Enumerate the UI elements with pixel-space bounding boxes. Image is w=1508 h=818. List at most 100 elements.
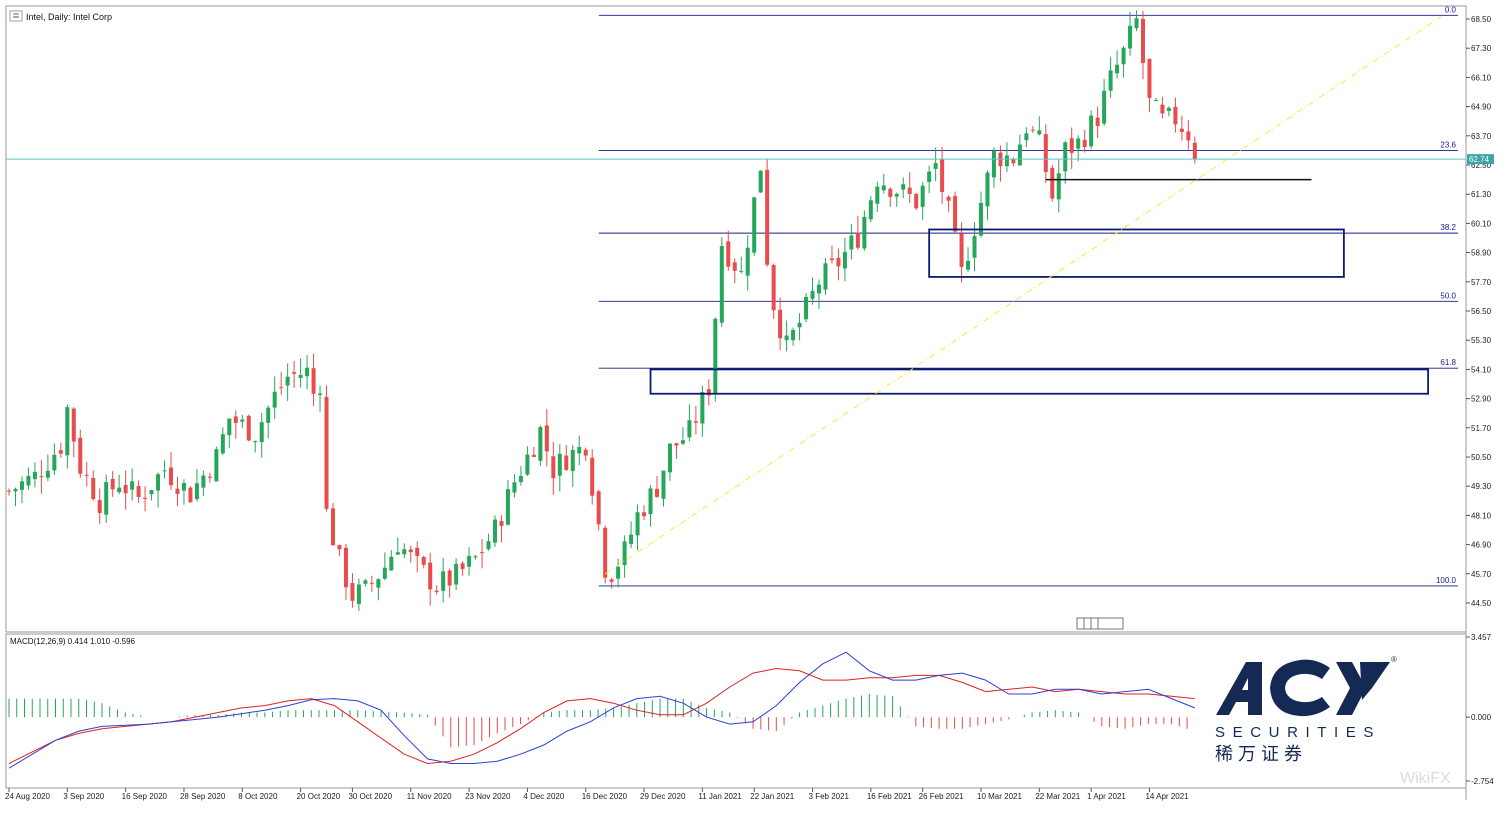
logo-registered-mark: ® bbox=[1391, 655, 1397, 664]
candle bbox=[363, 578, 368, 587]
candle-body bbox=[972, 236, 977, 258]
candle-body bbox=[395, 552, 400, 555]
candle-body bbox=[765, 169, 770, 265]
candle-body bbox=[726, 241, 731, 267]
candle bbox=[233, 410, 238, 439]
candle-body bbox=[836, 257, 841, 267]
candle bbox=[58, 442, 63, 458]
macd-line bbox=[8, 651, 1195, 769]
date-tick-label: 3 Sep 2020 bbox=[63, 792, 104, 801]
candle bbox=[428, 552, 433, 606]
candle-body bbox=[700, 392, 705, 424]
candle-body bbox=[1102, 90, 1107, 124]
candle-body bbox=[499, 520, 504, 526]
candle-body bbox=[622, 541, 627, 566]
candle-body bbox=[635, 512, 640, 536]
candle-body bbox=[220, 434, 225, 454]
macd-axis: 3.457 0.000 -2.754 bbox=[1466, 633, 1494, 786]
candle-body bbox=[39, 476, 44, 478]
candle-body bbox=[480, 552, 485, 554]
candle bbox=[1011, 157, 1016, 167]
candle-body bbox=[810, 291, 815, 299]
candle bbox=[655, 475, 659, 498]
candle-body bbox=[169, 467, 173, 486]
date-tick-label: 11 Nov 2020 bbox=[407, 792, 452, 801]
candle bbox=[1115, 50, 1120, 79]
trendline[interactable] bbox=[604, 16, 1442, 575]
candle-body bbox=[719, 246, 724, 323]
candle-body bbox=[1024, 133, 1029, 141]
candle bbox=[1056, 159, 1061, 213]
price-tick-label: 44.50 bbox=[1471, 599, 1492, 608]
chart-type-icon[interactable] bbox=[9, 10, 23, 22]
candle bbox=[201, 470, 206, 497]
candle bbox=[940, 146, 945, 205]
logo-letter-a bbox=[1216, 662, 1262, 715]
candle-body bbox=[875, 186, 880, 204]
candle-body bbox=[907, 187, 912, 194]
supply-demand-zone[interactable] bbox=[928, 228, 1345, 278]
candle bbox=[1141, 10, 1145, 80]
candle-body bbox=[434, 590, 439, 593]
candle-body bbox=[408, 549, 413, 553]
fibonacci-retracement[interactable]: 0.0 23.6 38.2 50.0 61.8 100.0 bbox=[598, 5, 1458, 587]
candle bbox=[1108, 56, 1113, 98]
candle-body bbox=[544, 425, 549, 452]
candle bbox=[441, 557, 446, 603]
candle-body bbox=[991, 150, 996, 178]
candle bbox=[518, 466, 523, 486]
candle-body bbox=[32, 471, 37, 480]
candle bbox=[616, 558, 621, 588]
candle-body bbox=[901, 184, 906, 190]
candle-body bbox=[1141, 19, 1145, 64]
candle bbox=[875, 181, 880, 212]
candle bbox=[389, 550, 394, 571]
candle-body bbox=[752, 197, 757, 253]
candle-body bbox=[855, 232, 860, 248]
candle-body bbox=[52, 454, 57, 471]
candle-body bbox=[272, 391, 277, 408]
candle bbox=[19, 476, 24, 504]
price-tick-label: 67.30 bbox=[1471, 44, 1492, 53]
date-tick-label: 3 Feb 2021 bbox=[809, 792, 850, 801]
logo-chevron-left bbox=[1336, 662, 1366, 715]
candle bbox=[739, 256, 744, 274]
date-tick-label: 16 Dec 2020 bbox=[582, 792, 628, 801]
fib-level-label: 38.2 bbox=[1440, 223, 1456, 232]
candle bbox=[959, 222, 964, 283]
price-tick-label: 46.90 bbox=[1471, 541, 1492, 550]
candle bbox=[39, 460, 44, 494]
candle bbox=[1134, 10, 1139, 32]
candle bbox=[544, 409, 549, 467]
candle-body bbox=[732, 262, 737, 271]
price-tick-label: 54.10 bbox=[1471, 365, 1492, 374]
candle-body bbox=[194, 483, 199, 500]
candle-body bbox=[713, 318, 718, 394]
candle-body bbox=[693, 421, 698, 423]
candle-body bbox=[65, 407, 70, 456]
candle bbox=[214, 446, 219, 482]
candle-body bbox=[298, 374, 303, 378]
candle-body bbox=[415, 547, 420, 557]
candle bbox=[1004, 142, 1009, 173]
price-tick-label: 45.70 bbox=[1471, 570, 1492, 579]
candle bbox=[1102, 79, 1107, 126]
period-marker[interactable] bbox=[1076, 617, 1124, 630]
candle bbox=[480, 539, 485, 569]
candle-body bbox=[849, 235, 854, 250]
candle bbox=[32, 462, 37, 488]
candle-body bbox=[706, 389, 711, 396]
candle-body bbox=[123, 484, 128, 494]
candle-body bbox=[1134, 18, 1139, 29]
candle-body bbox=[570, 449, 575, 472]
candle bbox=[752, 197, 757, 256]
candle-body bbox=[117, 487, 122, 493]
candle bbox=[1128, 11, 1133, 56]
supply-demand-zone[interactable] bbox=[649, 368, 1430, 395]
candle bbox=[350, 573, 355, 608]
chart-overlays[interactable] bbox=[6, 16, 1466, 575]
candle bbox=[1121, 46, 1126, 78]
candle-body bbox=[227, 418, 232, 436]
candle-body bbox=[564, 455, 569, 470]
